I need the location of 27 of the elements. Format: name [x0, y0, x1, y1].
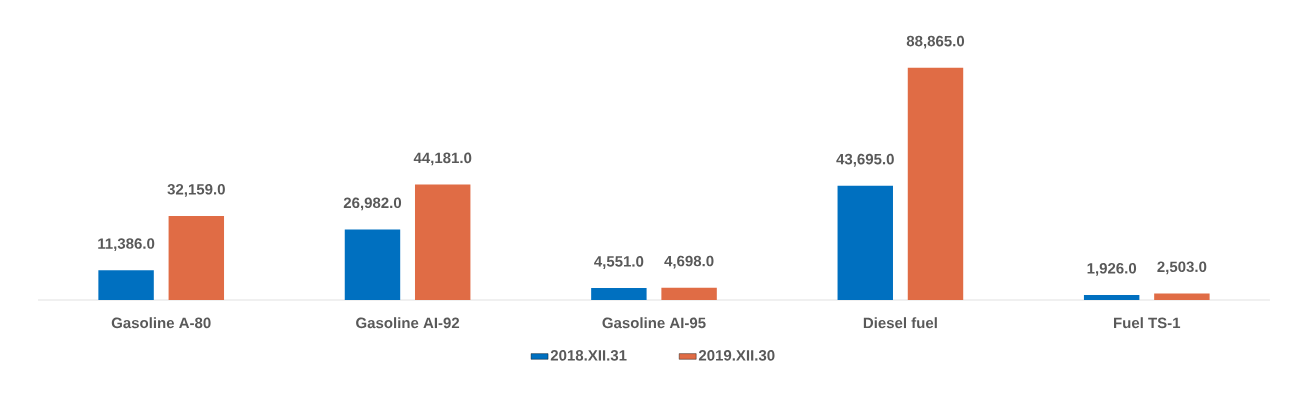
bar — [168, 215, 225, 300]
data-label: 11,386.0 — [98, 238, 155, 252]
bar — [591, 288, 647, 300]
bar — [98, 270, 154, 300]
data-label: 4,551.0 — [594, 256, 644, 269]
x-tick-label: Diesel fuel — [863, 317, 937, 329]
data-label: 1,926.0 — [1087, 262, 1137, 276]
bar — [344, 229, 401, 300]
data-label: 43,695.0 — [836, 153, 894, 167]
bar — [1083, 294, 1140, 300]
x-tick-label: Gasoline A-80 — [111, 317, 211, 329]
bar — [661, 287, 717, 300]
bar — [1154, 293, 1210, 300]
legend-label: 2019.XII.30 — [698, 350, 775, 361]
data-label: 32,159.0 — [167, 183, 225, 197]
data-label: 26,982.0 — [343, 197, 402, 211]
x-tick-label: Gasoline AI-95 — [602, 317, 706, 329]
x-tick-label: Gasoline AI-92 — [356, 317, 460, 329]
bar — [837, 185, 893, 300]
data-label: 44,181.0 — [413, 152, 472, 166]
data-label: 4,698.0 — [664, 255, 714, 269]
bar — [414, 184, 471, 300]
data-label: 88,865.0 — [906, 35, 965, 49]
data-label: 2,503.0 — [1157, 261, 1207, 275]
x-tick-label: Fuel TS-1 — [1114, 317, 1181, 329]
legend-label: 2018.XII.31 — [550, 350, 627, 361]
bar — [907, 67, 964, 300]
